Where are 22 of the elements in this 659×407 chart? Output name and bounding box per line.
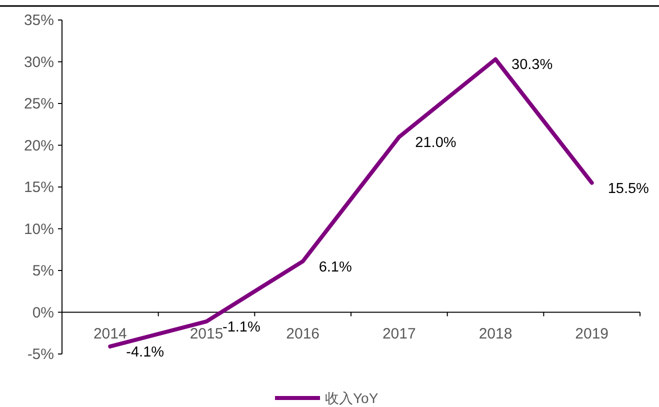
y-tick-label: 0% (32, 304, 54, 322)
y-tick-label: 15% (24, 179, 54, 196)
x-tick-label: 2018 (478, 325, 512, 342)
data-label: 21.0% (415, 134, 456, 151)
data-label: 30.3% (512, 57, 553, 74)
y-tick-label: 20% (24, 137, 54, 154)
data-label: 6.1% (318, 259, 352, 276)
y-tick-label: 5% (32, 262, 54, 280)
data-label: -1.1% (222, 319, 260, 336)
legend-label: 收入YoY (325, 390, 379, 406)
y-tick-label: 25% (24, 96, 54, 112)
y-tick-label: -5% (27, 346, 54, 363)
x-tick-label: 2019 (575, 325, 609, 342)
y-tick-label: 30% (24, 54, 54, 71)
x-tick-label: 2014 (93, 325, 127, 342)
data-label: -4.1% (126, 344, 164, 360)
x-tick-label: 2016 (286, 325, 320, 342)
x-tick-label: 2017 (382, 325, 416, 342)
y-tick-label: 10% (24, 220, 54, 238)
data-label: 15.5% (608, 180, 650, 197)
y-tick-label: 35% (24, 12, 54, 29)
x-tick-label: 2015 (190, 325, 224, 342)
